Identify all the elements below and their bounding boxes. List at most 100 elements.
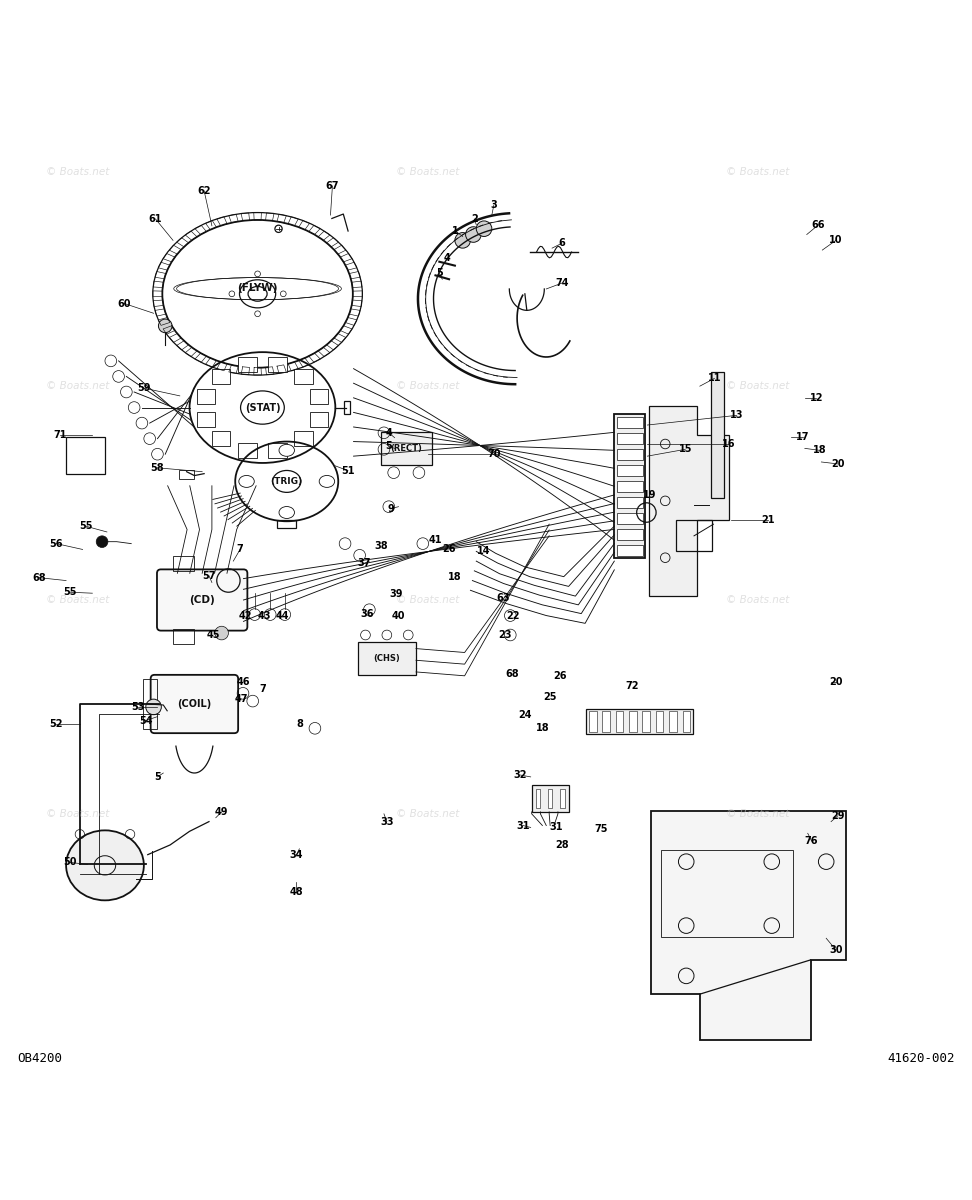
Text: © Boats.net: © Boats.net [46,167,110,178]
Text: 66: 66 [812,220,825,230]
Bar [536,788,540,808]
FancyBboxPatch shape [309,412,328,426]
Text: 47: 47 [234,694,248,704]
Text: (FLYW): (FLYW) [237,283,278,293]
Text: © Boats.net: © Boats.net [396,595,460,605]
Text: 8: 8 [295,720,303,730]
Text: 18: 18 [813,445,826,455]
Text: 39: 39 [390,589,403,599]
Text: 42: 42 [238,611,252,620]
Circle shape [96,536,108,547]
Text: 63: 63 [497,593,510,604]
Bar [603,712,610,732]
FancyBboxPatch shape [295,432,313,446]
Text: 43: 43 [258,611,271,620]
Text: 38: 38 [374,540,388,551]
Text: 37: 37 [358,558,371,568]
Text: © Boats.net: © Boats.net [46,382,110,391]
Text: 41: 41 [429,535,442,545]
Text: 29: 29 [831,811,845,821]
Circle shape [476,221,492,236]
Text: (TRIG): (TRIG) [270,476,303,486]
Text: © Boats.net: © Boats.net [396,809,460,818]
Ellipse shape [279,506,295,518]
FancyBboxPatch shape [238,358,257,372]
Text: 34: 34 [290,850,303,859]
Bar [532,785,569,812]
Text: 22: 22 [506,611,520,620]
Text: 49: 49 [215,806,228,817]
Text: © Boats.net: © Boats.net [396,382,460,391]
Bar [358,642,416,674]
Text: 46: 46 [236,677,250,686]
Bar [589,712,597,732]
Text: 21: 21 [761,515,775,526]
Text: 1: 1 [452,226,458,235]
Text: 4: 4 [386,428,392,438]
Text: 59: 59 [137,383,151,394]
Bar [617,464,642,475]
Text: 54: 54 [139,715,153,726]
Text: 16: 16 [722,439,736,450]
Text: © Boats.net: © Boats.net [726,167,790,178]
Text: 3: 3 [491,200,497,210]
Text: 26: 26 [553,671,567,680]
Text: (CHS): (CHS) [373,654,400,662]
Bar [711,372,724,498]
FancyBboxPatch shape [309,389,328,403]
Text: 5: 5 [436,269,442,278]
Bar [143,679,157,730]
Text: 7: 7 [237,545,243,554]
Bar [617,545,642,556]
Text: 70: 70 [487,449,501,460]
Text: © Boats.net: © Boats.net [726,809,790,818]
Circle shape [215,626,228,640]
Bar [548,788,552,808]
Bar [617,481,642,492]
Text: 20: 20 [831,458,845,469]
Text: 15: 15 [678,444,692,455]
Text: © Boats.net: © Boats.net [726,382,790,391]
Text: 74: 74 [555,278,569,288]
Bar [676,521,712,552]
Text: 48: 48 [290,887,303,896]
Text: 55: 55 [79,521,92,532]
Text: 25: 25 [543,692,557,702]
Bar [617,416,642,428]
FancyBboxPatch shape [212,432,230,446]
Text: © Boats.net: © Boats.net [726,595,790,605]
Bar [344,401,350,414]
Text: 71: 71 [53,430,67,439]
Bar [586,709,693,734]
Text: 7: 7 [260,684,265,695]
Text: 67: 67 [326,181,339,191]
Text: 20: 20 [829,677,843,686]
Text: © Boats.net: © Boats.net [46,809,110,818]
Text: 72: 72 [625,680,639,690]
Bar [617,512,642,523]
Text: OB4200: OB4200 [17,1051,62,1064]
Text: 19: 19 [642,490,656,500]
FancyBboxPatch shape [268,358,287,372]
Bar [617,449,642,460]
Text: 45: 45 [207,630,221,640]
Text: 18: 18 [536,724,549,733]
Text: 5: 5 [386,442,392,451]
Text: 4: 4 [444,253,450,263]
Text: 57: 57 [202,571,216,581]
FancyBboxPatch shape [212,368,230,384]
Text: 68: 68 [505,668,519,679]
Text: 31: 31 [516,821,530,830]
Text: 9: 9 [388,504,394,514]
Text: 11: 11 [708,373,721,383]
Text: 36: 36 [361,608,374,619]
Text: 60: 60 [118,299,131,308]
Ellipse shape [279,444,295,456]
Ellipse shape [66,830,144,900]
Text: 56: 56 [50,539,63,548]
Polygon shape [649,406,729,595]
Text: 32: 32 [513,770,527,780]
Bar [614,414,645,558]
Text: (COIL): (COIL) [177,700,212,709]
Bar [173,629,193,644]
